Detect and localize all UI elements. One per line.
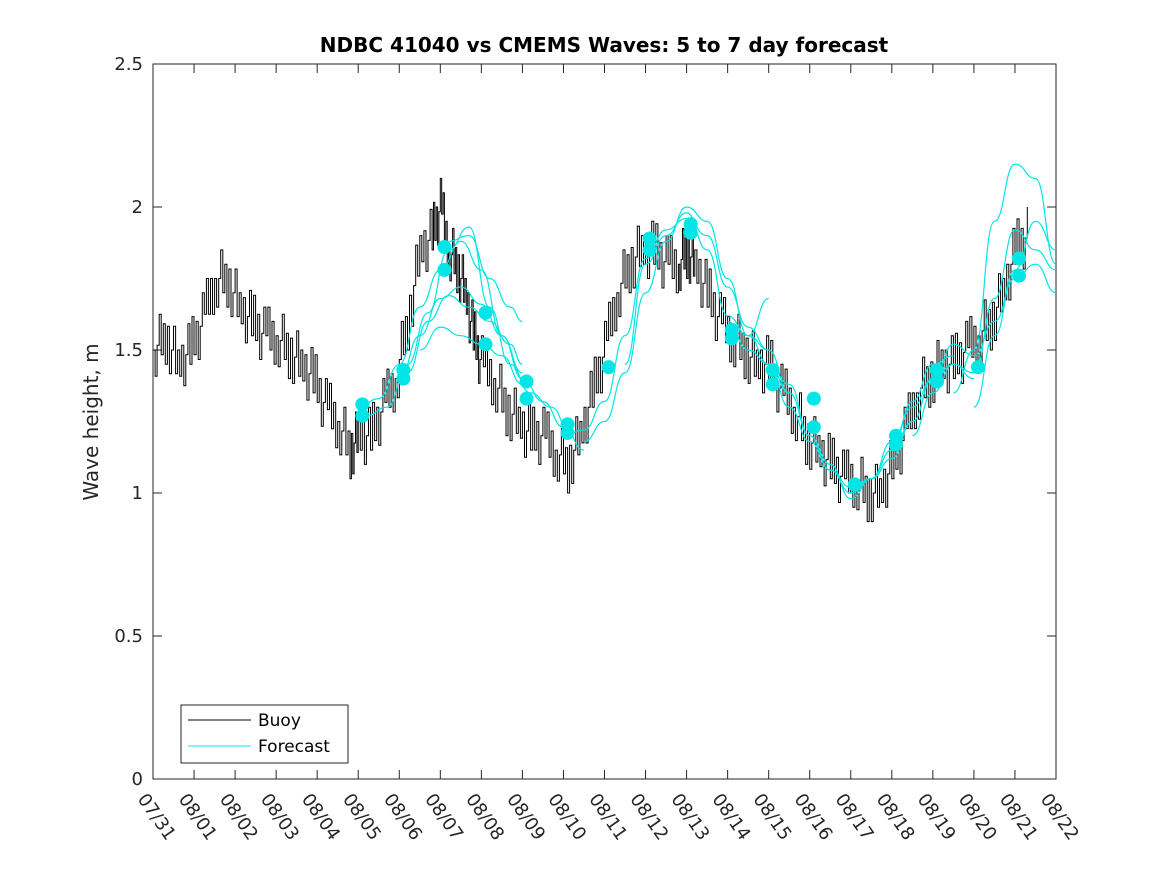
forecast-marker xyxy=(806,420,821,435)
forecast-marker xyxy=(971,360,986,375)
legend-forecast-label: Forecast xyxy=(258,737,330,757)
forecast-marker xyxy=(929,374,944,389)
forecast-series-line xyxy=(912,229,1057,437)
forecast-marker xyxy=(519,374,534,389)
forecast-marker xyxy=(642,231,657,246)
chart-title: NDBC 41040 vs CMEMS Waves: 5 to 7 day fo… xyxy=(320,33,889,57)
forecast-marker xyxy=(806,391,821,406)
forecast-marker xyxy=(560,425,575,440)
forecast-series-line xyxy=(358,240,585,451)
forecast-series-line xyxy=(407,295,523,374)
y-tick-label: 1.5 xyxy=(114,340,143,361)
forecast-marker xyxy=(478,337,493,352)
forecast-series-line xyxy=(448,234,523,322)
forecast-marker xyxy=(847,477,862,492)
forecast-marker xyxy=(724,331,739,346)
y-tick-label: 2 xyxy=(132,197,143,218)
forecast-series-line xyxy=(748,335,954,500)
forecast-marker xyxy=(642,242,657,257)
forecast-marker xyxy=(601,360,616,375)
buoy-series-line xyxy=(153,177,1028,523)
forecast-series-line xyxy=(563,217,769,437)
y-tick-label: 2.5 xyxy=(114,54,143,75)
forecast-marker xyxy=(683,225,698,240)
forecast-marker xyxy=(1012,268,1027,283)
forecast-marker xyxy=(437,240,452,255)
forecast-series-line xyxy=(953,163,1057,394)
legend-box xyxy=(180,704,349,764)
forecast-marker xyxy=(437,262,452,277)
forecast-marker xyxy=(519,391,534,406)
forecast-marker xyxy=(888,437,903,452)
y-tick-label: 0 xyxy=(132,769,143,790)
forecast-marker xyxy=(478,305,493,320)
forecast-marker xyxy=(765,363,780,378)
y-tick-label: 0.5 xyxy=(114,626,143,647)
forecast-marker xyxy=(355,408,370,423)
legend: Buoy Forecast xyxy=(180,704,349,764)
forecast-series-line xyxy=(973,220,1057,408)
forecast-marker xyxy=(1012,251,1027,266)
forecast-marker xyxy=(929,363,944,378)
forecast-marker xyxy=(396,371,411,386)
forecast-series-line xyxy=(419,326,523,385)
forecast-series-line xyxy=(583,206,790,443)
legend-buoy-label: Buoy xyxy=(258,711,301,731)
forecast-series-line xyxy=(891,263,1057,451)
y-tick-label: 1 xyxy=(132,483,143,504)
forecast-marker xyxy=(355,397,370,412)
y-axis-label: Wave height, m xyxy=(79,343,103,500)
forecast-marker xyxy=(765,377,780,392)
